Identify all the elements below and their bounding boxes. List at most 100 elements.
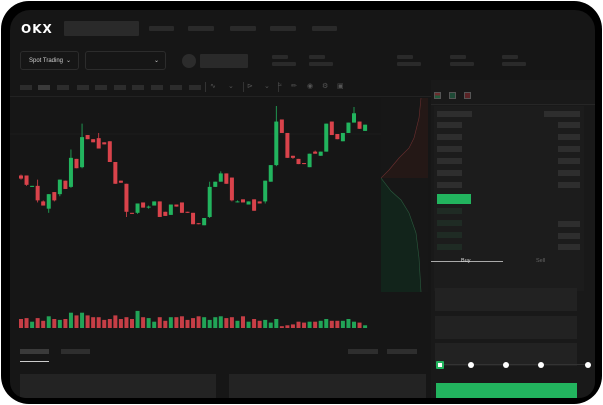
nav-item[interactable]: [312, 26, 337, 31]
filter-button[interactable]: [387, 349, 417, 354]
orders-panel: [20, 374, 216, 398]
total-input[interactable]: [435, 343, 577, 366]
bid-row[interactable]: [437, 232, 462, 238]
amount-input[interactable]: [435, 316, 577, 339]
ask-row[interactable]: [558, 146, 580, 152]
volume-bar: [24, 318, 29, 328]
candle-type-icon[interactable]: ∿: [210, 83, 216, 90]
volume-bar: [35, 318, 40, 328]
ask-row[interactable]: [437, 170, 462, 176]
asks-only-icon[interactable]: [464, 92, 471, 99]
candle-up: [202, 218, 207, 226]
timeframe-button[interactable]: [189, 85, 201, 90]
candle-down: [85, 135, 90, 140]
stat-value: [502, 62, 526, 66]
volume-bar: [63, 319, 68, 328]
candle-down: [229, 177, 234, 201]
ask-row[interactable]: [437, 134, 462, 140]
candle-down: [91, 139, 96, 143]
volume-bar: [68, 312, 73, 328]
bid-row[interactable]: [558, 244, 580, 250]
tab-open-orders[interactable]: [20, 349, 49, 354]
candle-up: [352, 113, 356, 123]
bid-row[interactable]: [437, 220, 462, 226]
tab-buy[interactable]: Buy: [461, 258, 471, 264]
filter-button[interactable]: [348, 349, 378, 354]
chevron-down-icon[interactable]: ⌄: [264, 83, 270, 90]
candle-down: [63, 180, 68, 189]
timeframe-button[interactable]: [132, 85, 144, 90]
buy-submit-button[interactable]: [436, 383, 577, 398]
volume-bar: [224, 318, 229, 328]
timeframe-button[interactable]: [20, 85, 32, 90]
ask-row[interactable]: [558, 134, 580, 140]
ask-row[interactable]: [437, 182, 462, 188]
nav-item[interactable]: [270, 26, 296, 31]
search-placeholder[interactable]: [64, 21, 139, 36]
candle-down: [179, 202, 184, 213]
camera-icon[interactable]: ◉: [307, 83, 314, 90]
ask-row[interactable]: [558, 170, 580, 176]
slider-handle[interactable]: [436, 361, 444, 369]
ask-row[interactable]: [558, 182, 580, 188]
candle-up: [307, 153, 312, 168]
nav-item[interactable]: [188, 26, 214, 31]
candlestick-chart[interactable]: [10, 98, 382, 330]
volume-bar: [196, 316, 201, 328]
timeframe-button[interactable]: [77, 85, 89, 90]
tab-sell[interactable]: Sell: [536, 258, 546, 264]
ask-row[interactable]: [437, 122, 462, 128]
volume-bar: [91, 317, 96, 328]
volume-bar: [113, 315, 118, 328]
price-input[interactable]: [435, 288, 577, 311]
candle-down: [52, 192, 57, 201]
fullscreen-icon[interactable]: ▣: [337, 83, 344, 90]
timeframe-button[interactable]: [170, 85, 182, 90]
volume-bar: [352, 321, 356, 328]
volume-bar: [274, 319, 279, 328]
volume-bar: [52, 319, 57, 328]
okx-logo[interactable]: OKX: [21, 22, 53, 36]
bid-row[interactable]: [437, 244, 462, 250]
candle-down: [335, 134, 340, 140]
timeframe-button[interactable]: [38, 85, 50, 90]
timeframe-button[interactable]: [114, 85, 126, 90]
candle-up: [30, 185, 35, 187]
bids-only-icon[interactable]: [449, 92, 456, 99]
timeframe-button[interactable]: [95, 85, 107, 90]
candle-up: [80, 137, 85, 168]
volume-bar: [124, 317, 129, 328]
ask-row[interactable]: [437, 158, 462, 164]
bid-row[interactable]: [558, 221, 580, 227]
stat-value: [397, 62, 421, 66]
pair-selector[interactable]: ⌄: [85, 51, 166, 70]
both-sides-icon[interactable]: [434, 92, 441, 99]
bid-row[interactable]: [437, 208, 462, 214]
settings-icon[interactable]: ⚙: [322, 83, 329, 90]
timeframe-button[interactable]: [151, 85, 163, 90]
indicator-icon[interactable]: ⊳: [247, 83, 253, 90]
ask-row[interactable]: [558, 122, 580, 128]
candle-down: [224, 173, 229, 184]
market-type-dropdown[interactable]: Spot Trading ⌄: [20, 51, 79, 70]
slider-stop[interactable]: [585, 362, 591, 368]
volume-bar: [246, 321, 251, 328]
candle-up: [46, 194, 51, 209]
nav-item[interactable]: [230, 26, 256, 31]
timeframe-button[interactable]: [57, 85, 69, 90]
chevron-down-icon[interactable]: ⌄: [228, 83, 234, 90]
active-tab-underline: [20, 361, 49, 362]
slider-track[interactable]: [439, 364, 591, 365]
slider-stop[interactable]: [503, 362, 509, 368]
ask-row[interactable]: [437, 146, 462, 152]
ruler-icon[interactable]: ✏: [291, 83, 297, 90]
slider-stop[interactable]: [468, 362, 474, 368]
slider-stop[interactable]: [538, 362, 544, 368]
tab-order-history[interactable]: [61, 349, 90, 354]
bid-row[interactable]: [558, 233, 580, 239]
line-icon[interactable]: ≈: [278, 82, 282, 89]
nav-item[interactable]: [149, 26, 174, 31]
volume-bar: [107, 319, 112, 328]
ask-row[interactable]: [558, 158, 580, 164]
